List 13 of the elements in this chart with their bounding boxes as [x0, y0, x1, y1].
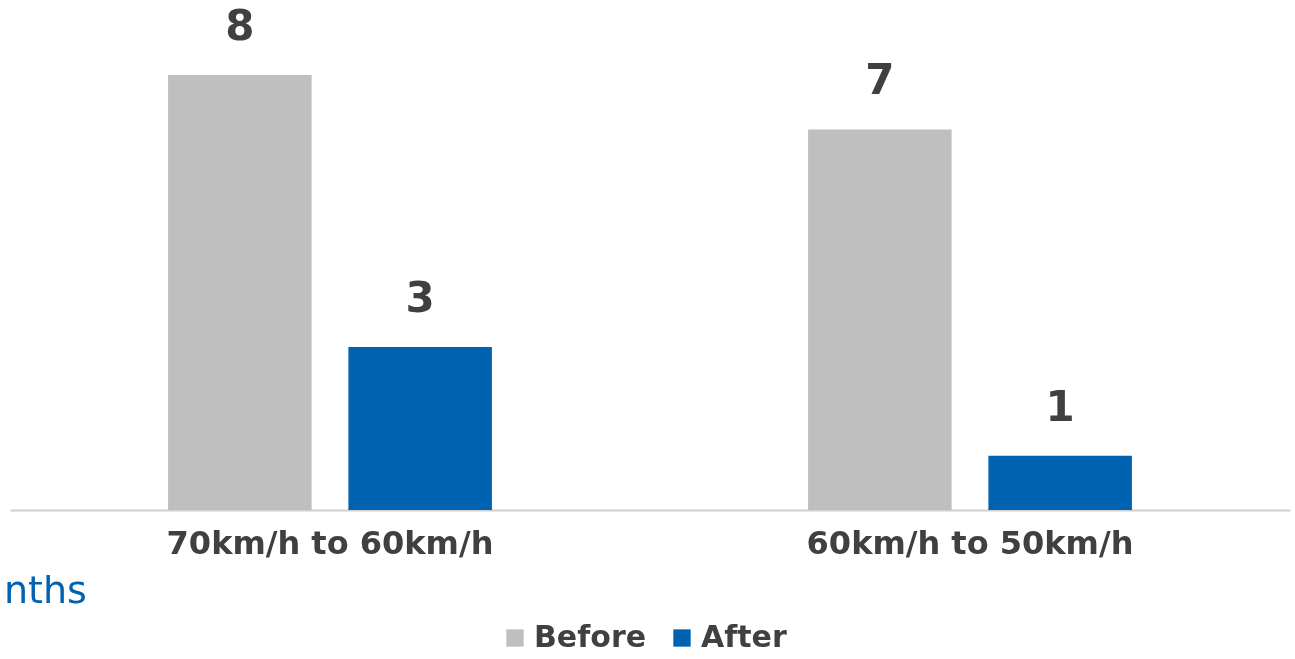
data-label: 7 [865, 55, 895, 105]
bar [348, 346, 492, 510]
data-label: 3 [405, 272, 435, 322]
data-label: 8 [225, 1, 255, 50]
bar [988, 455, 1132, 510]
bar [808, 129, 952, 510]
legend-label: After [701, 619, 787, 654]
bar [168, 75, 312, 510]
x-tick-label: 60km/h to 50km/h [806, 523, 1134, 562]
legend-label: Before [534, 619, 647, 654]
x-tick-label: 70km/h to 60km/h [166, 523, 494, 562]
data-label: 1 [1045, 381, 1075, 431]
text: nths [4, 568, 87, 612]
